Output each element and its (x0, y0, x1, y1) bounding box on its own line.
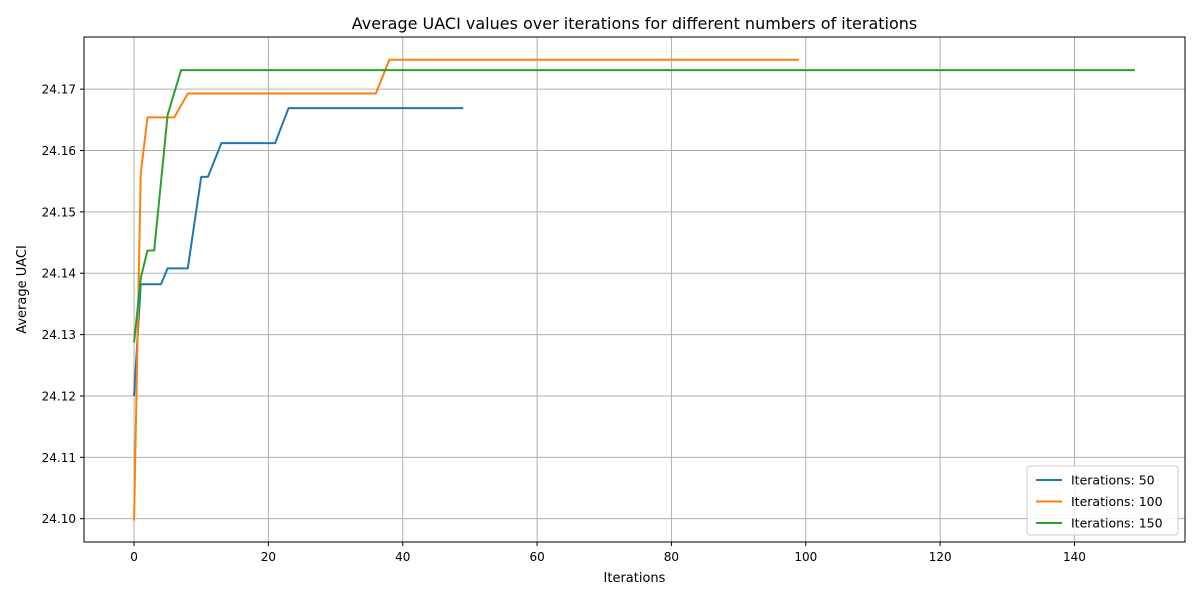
y-tick-label: 24.13 (42, 328, 76, 342)
x-tick-label: 60 (529, 550, 544, 564)
series-line-2 (133, 58, 800, 521)
y-tick-label: 24.12 (42, 389, 76, 403)
chart-title: Average UACI values over iterations for … (352, 14, 917, 33)
series-line-3 (133, 69, 1135, 343)
x-tick-label: 120 (929, 550, 952, 564)
y-tick-label: 24.11 (42, 451, 76, 465)
x-tick-label: 20 (261, 550, 276, 564)
legend-label-3: Iterations: 150 (1071, 516, 1163, 531)
x-axis-label: Iterations (604, 571, 666, 586)
x-tick-label: 100 (794, 550, 817, 564)
y-tick-label: 24.10 (42, 512, 76, 526)
y-tick-label: 24.17 (42, 83, 76, 97)
plot-lines (133, 58, 1135, 521)
x-tick-label: 80 (664, 550, 679, 564)
y-tick-label: 24.14 (42, 267, 76, 281)
legend: Iterations: 50 Iterations: 100 Iterations:… (1026, 465, 1179, 536)
x-tick-label: 40 (395, 550, 410, 564)
y-axis-label: Average UACI (15, 245, 30, 334)
x-tick-label: 140 (1063, 550, 1086, 564)
x-tick-label: 0 (130, 550, 138, 564)
legend-label-2: Iterations: 100 (1071, 494, 1163, 509)
gridlines (84, 37, 1185, 542)
legend-label-1: Iterations: 50 (1071, 473, 1155, 488)
plot-area-frame (83, 36, 1186, 543)
y-tick-label: 24.15 (42, 205, 76, 219)
series-line-1 (133, 107, 464, 397)
y-tick-label: 24.16 (42, 144, 76, 158)
legend-box (1026, 465, 1179, 536)
y-axis-ticks: 24.10 24.11 24.12 24.13 24.14 24.15 24.16 24.17 (42, 83, 84, 526)
x-axis-ticks: 0 20 40 60 80 100 120 140 (130, 542, 1086, 564)
